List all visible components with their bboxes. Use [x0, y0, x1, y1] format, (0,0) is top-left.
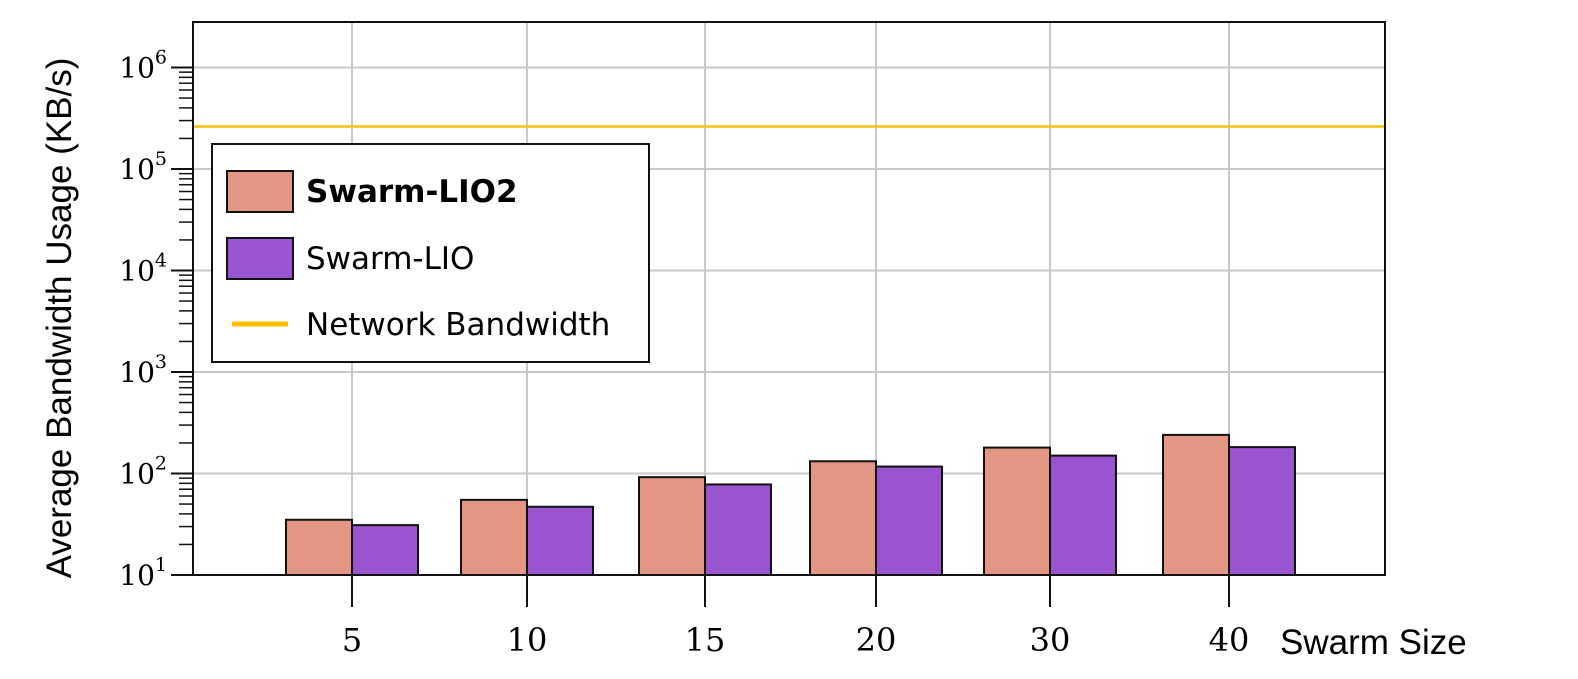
y-tick-label-exponent: 4: [155, 250, 167, 272]
legend-label: Swarm-LIO: [306, 241, 474, 277]
y-tick-label-exponent: 5: [155, 148, 167, 170]
bar-swarm-lio2-5: [285, 518, 353, 577]
legend: Swarm-LIO2 Swarm-LIO Network Bandwidth: [211, 143, 650, 363]
bar-swarm-lio2-30: [983, 446, 1051, 576]
y-tick-label-base: 10: [119, 255, 155, 288]
bar-swarm-lio2-40: [1162, 433, 1230, 577]
y-tick-label: 104: [119, 250, 167, 288]
y-axis-label: Average Bandwidth Usage (KB/s): [40, 58, 79, 579]
y-tick-label: 105: [119, 148, 167, 186]
bars: [285, 433, 1296, 577]
x-tick-label: 40: [1209, 621, 1250, 659]
y-tick-label-base: 10: [119, 458, 155, 491]
bar-swarm-lio-5: [351, 524, 419, 576]
x-tick-label: 15: [685, 621, 726, 659]
bar-swarm-lio2-20: [809, 460, 877, 576]
bar-swarm-lio-30: [1049, 454, 1117, 576]
y-tick-label-base: 10: [119, 356, 155, 389]
legend-label: Swarm-LIO2: [306, 174, 518, 210]
plot-frame: [192, 21, 1386, 576]
y-tick-label-base: 10: [119, 153, 155, 186]
bar-swarm-lio2-10: [460, 498, 528, 576]
y-tick-label: 103: [119, 351, 167, 389]
grid: [193, 22, 1385, 575]
y-tick-label-exponent: 3: [155, 351, 167, 373]
y-tick-label: 102: [119, 453, 167, 491]
bar-swarm-lio-15: [704, 483, 772, 576]
legend-label: Network Bandwidth: [306, 307, 610, 343]
y-tick-label-exponent: 6: [155, 47, 167, 69]
y-tick-label-base: 10: [119, 559, 155, 592]
y-tick-label: 101: [119, 554, 167, 592]
y-tick-label-exponent: 1: [155, 554, 167, 576]
x-axis-label: Swarm Size: [1280, 623, 1467, 662]
x-tick-label: 5: [342, 621, 362, 659]
bar-swarm-lio-40: [1228, 446, 1296, 576]
x-tick-label: 10: [507, 621, 548, 659]
y-tick-label: 106: [119, 47, 167, 85]
legend-swatch-swarm-lio2: [226, 170, 294, 213]
bar-swarm-lio2-15: [638, 476, 706, 576]
y-tick-label-exponent: 2: [155, 453, 167, 475]
bar-swarm-lio-20: [875, 465, 943, 576]
x-tick-label: 20: [856, 621, 897, 659]
bar-swarm-lio-10: [526, 505, 594, 577]
y-tick-label-base: 10: [119, 52, 155, 85]
legend-swatch-swarm-lio: [226, 237, 294, 280]
x-tick-label: 30: [1030, 621, 1071, 659]
